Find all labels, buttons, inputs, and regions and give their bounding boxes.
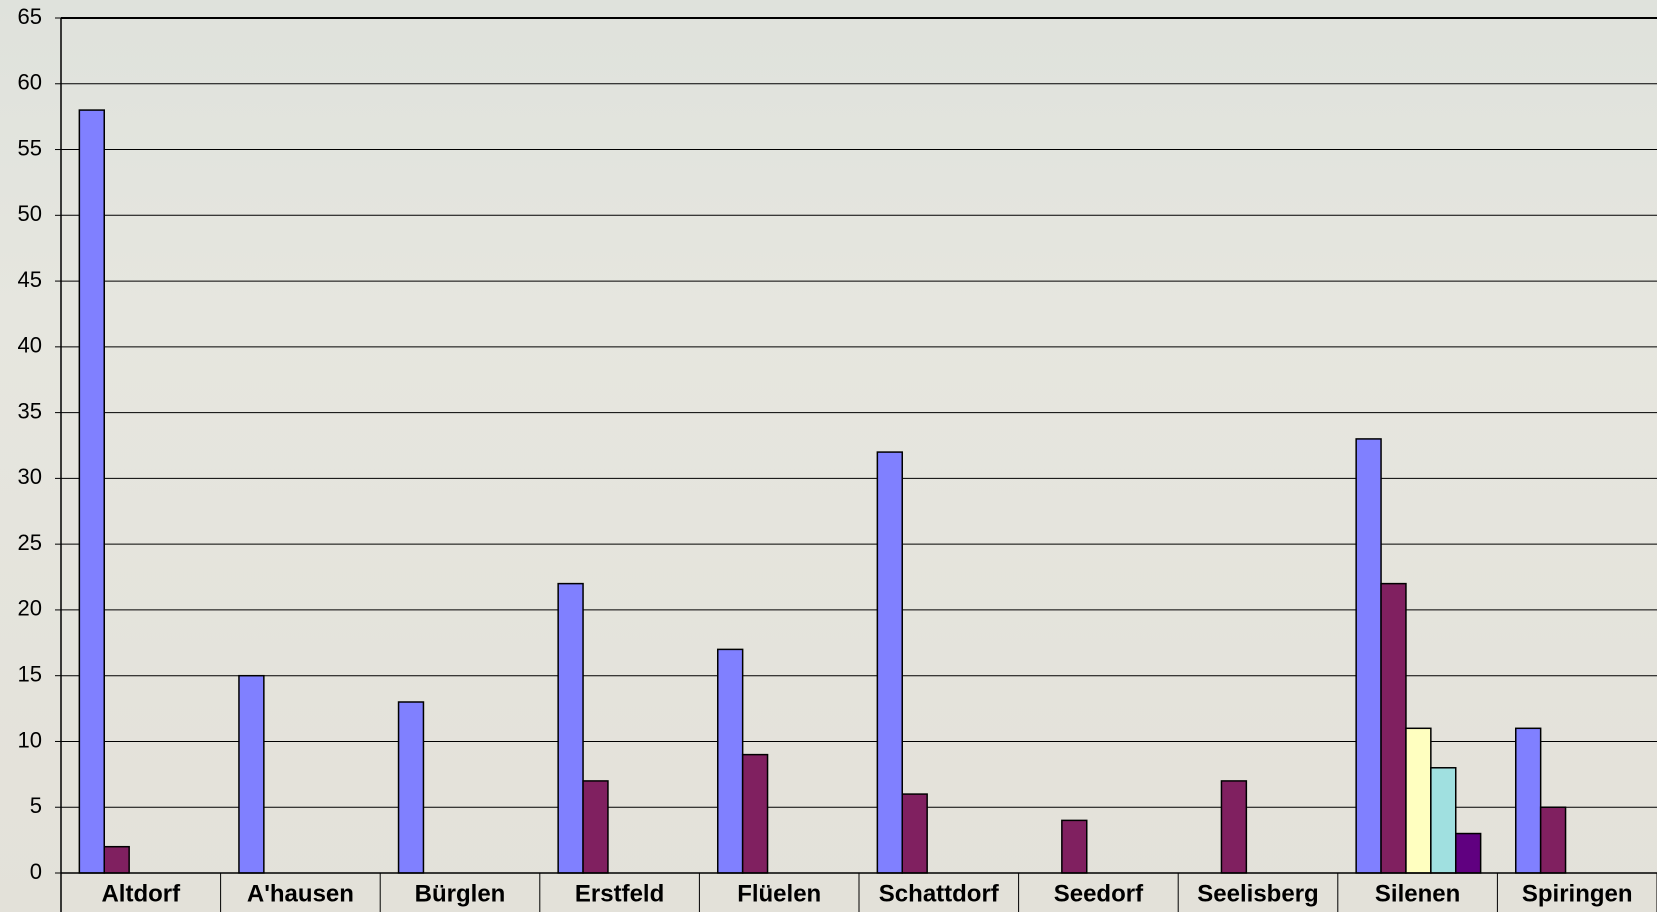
bar [397, 701, 425, 874]
bar [876, 451, 904, 874]
y-tick-label: 30 [18, 464, 42, 489]
x-tick-label: Flüelen [737, 880, 821, 907]
y-tick-label: 20 [18, 596, 42, 621]
y-tick-label: 0 [30, 859, 42, 884]
bar [78, 109, 106, 874]
x-tick-label: A'hausen [247, 880, 354, 907]
x-tick-label: Seedorf [1054, 880, 1144, 907]
x-tick-label: Seelisberg [1197, 880, 1318, 907]
bar [582, 780, 609, 874]
x-tick-label: Spiringen [1522, 880, 1633, 907]
bar [901, 793, 928, 874]
bar [1405, 727, 1432, 874]
x-tick-label: Schattdorf [879, 880, 1000, 907]
bar [1454, 832, 1482, 874]
bar [1539, 806, 1567, 874]
y-tick-label: 25 [18, 530, 42, 555]
bar [238, 674, 265, 874]
bar [1355, 438, 1382, 874]
bar [103, 845, 130, 874]
bar [1220, 780, 1248, 874]
x-tick-label: Silenen [1375, 880, 1460, 907]
bar [741, 753, 769, 874]
x-tick-label: Bürglen [415, 880, 506, 907]
y-tick-label: 40 [18, 333, 42, 358]
y-tick-label: 50 [18, 201, 42, 226]
y-tick-label: 15 [18, 662, 42, 687]
bar [1061, 819, 1088, 874]
y-tick-label: 65 [18, 4, 42, 29]
bar [1430, 767, 1457, 874]
y-tick-label: 60 [18, 70, 42, 95]
y-tick-label: 10 [18, 727, 42, 752]
bar [1380, 582, 1407, 874]
y-tick-label: 5 [30, 793, 42, 818]
bar [557, 582, 584, 874]
bar [717, 648, 744, 874]
y-tick-label: 35 [18, 398, 42, 423]
y-tick-label: 45 [18, 267, 42, 292]
bar [1515, 727, 1542, 874]
y-tick-label: 55 [18, 135, 42, 160]
x-tick-label: Erstfeld [575, 880, 664, 907]
x-tick-label: Altdorf [101, 880, 181, 907]
